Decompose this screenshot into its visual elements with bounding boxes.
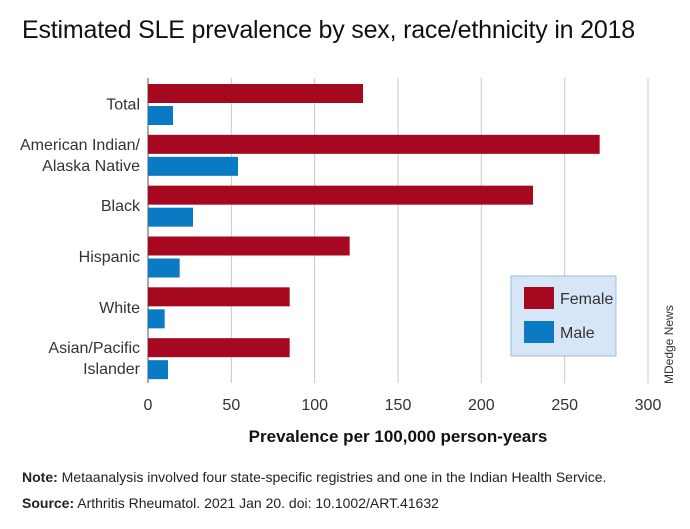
bar-male <box>148 106 173 125</box>
chart-title: Estimated SLE prevalence by sex, race/et… <box>22 16 635 44</box>
bar-female <box>148 185 533 205</box>
bar-male <box>148 258 180 278</box>
category-label: Asian/Pacific <box>48 340 140 357</box>
source-line: Source: Arthritis Rheumatol. 2021 Jan 20… <box>22 490 680 516</box>
bar-female <box>148 134 600 154</box>
x-tick-label: 100 <box>301 397 328 414</box>
bar-male <box>148 309 165 329</box>
legend-swatch-female <box>524 287 554 309</box>
grid-lines <box>147 78 649 383</box>
bar-male <box>148 156 238 176</box>
x-tick-label: 150 <box>385 397 412 414</box>
category-label: Alaska Native <box>42 158 140 175</box>
x-tick-label: 200 <box>468 397 495 414</box>
bar-female <box>148 84 363 103</box>
x-tick-label: 250 <box>551 397 578 414</box>
legend-label-female: Female <box>560 291 613 308</box>
category-label: Black <box>101 198 141 215</box>
category-labels: Total American Indian/Alaska Native Black H… <box>20 97 141 379</box>
note-label: Note: <box>22 469 58 485</box>
legend-swatch-male <box>524 321 554 343</box>
x-tick-label: 0 <box>144 397 153 414</box>
legend-label-male: Male <box>560 325 595 342</box>
category-label: Islander <box>83 361 141 378</box>
bar-female <box>148 236 350 256</box>
bar-male <box>148 207 193 227</box>
note-text: Metaanalysis involved four state-specifi… <box>61 469 607 485</box>
category-label: White <box>99 300 140 317</box>
bar-male <box>148 360 168 380</box>
category-label: American Indian/ <box>20 137 141 154</box>
legend: Female Male <box>510 275 617 357</box>
footnotes: Note: Metaanalysis involved four state-s… <box>22 464 680 516</box>
bar-female <box>148 287 290 307</box>
side-credit: MDedge News <box>662 305 676 384</box>
x-tick-label: 300 <box>635 397 662 414</box>
bars <box>148 84 600 380</box>
source-text: Arthritis Rheumatol. 2021 Jan 20. doi: 1… <box>77 495 439 511</box>
category-label: Total <box>106 97 140 114</box>
source-label: Source: <box>22 495 75 511</box>
bar-female <box>148 338 290 358</box>
category-label: Hispanic <box>79 249 140 266</box>
x-tick-labels: 0 50 100 150 200 250 300 <box>144 397 662 414</box>
x-axis-title: Prevalence per 100,000 person-years <box>249 427 548 446</box>
x-tick-label: 50 <box>222 397 240 414</box>
note-line: Note: Metaanalysis involved four state-s… <box>22 464 680 490</box>
